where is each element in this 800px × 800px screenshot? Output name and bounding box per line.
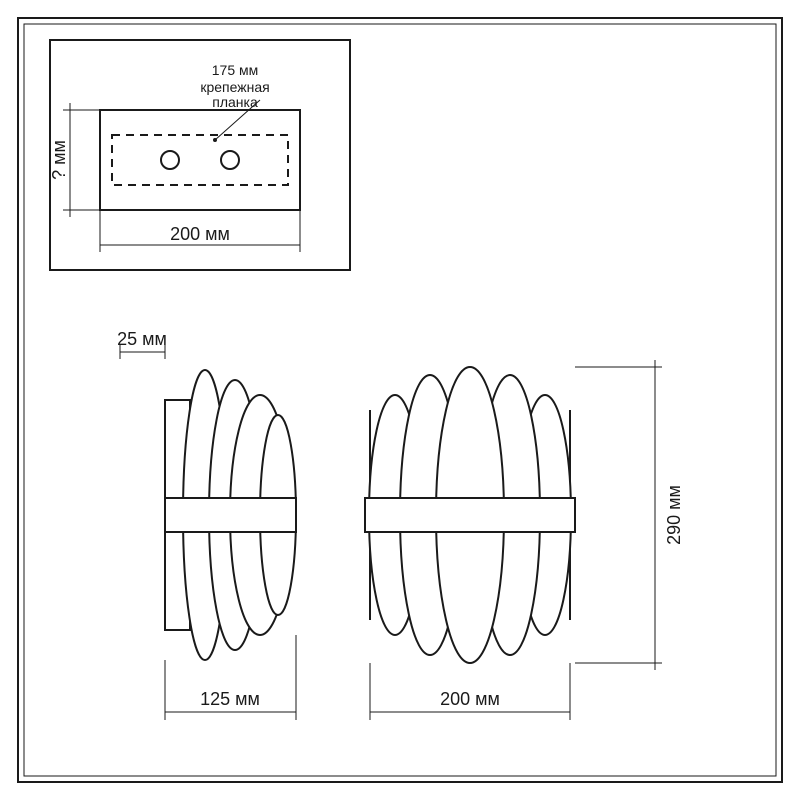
- hole-1: [161, 151, 179, 169]
- dim-height: 290 мм: [575, 367, 684, 663]
- dim-25-label: 25 мм: [117, 329, 167, 349]
- dim-height-label: 290 мм: [664, 485, 684, 545]
- dim-25: 25 мм: [117, 329, 167, 352]
- dim-bracket-sub2: планка: [212, 94, 258, 110]
- hole-2: [221, 151, 239, 169]
- dim-plate-h: ? мм: [49, 140, 69, 180]
- inset-panel: 175 мм крепежная планка 200 мм ? мм: [49, 40, 350, 270]
- mounting-bracket: [112, 135, 288, 185]
- dim-bracket-sub1: крепежная: [200, 79, 269, 95]
- dim-front-w: 200 мм: [440, 689, 500, 709]
- dim-plate-w: 200 мм: [170, 224, 230, 244]
- mounting-plate: [100, 110, 300, 210]
- dim-side-w: 125 мм: [200, 689, 260, 709]
- dim-bracket-label: 175 мм: [212, 62, 259, 78]
- side-view: 125 мм: [165, 370, 296, 720]
- front-view: 200 мм: [365, 367, 575, 720]
